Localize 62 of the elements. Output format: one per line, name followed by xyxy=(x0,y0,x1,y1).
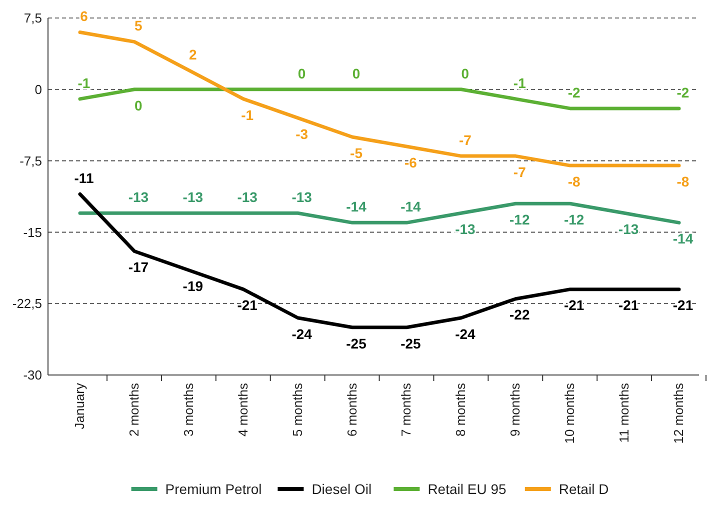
data-label: -21 xyxy=(237,297,258,314)
x-tick-label: 3 months xyxy=(180,382,196,436)
data-label: -1 xyxy=(513,74,526,91)
y-tick-label: -7,5 xyxy=(20,153,42,168)
data-label: -13 xyxy=(292,189,312,206)
data-label: -24 xyxy=(455,326,476,342)
data-label: -1 xyxy=(241,106,254,123)
data-label: -2 xyxy=(568,84,581,100)
y-tick-label: 0 xyxy=(34,82,42,97)
data-label: -5 xyxy=(350,144,363,161)
data-label: -25 xyxy=(346,335,367,352)
data-label: -19 xyxy=(182,278,204,294)
data-label: -13 xyxy=(237,189,258,206)
data-label: -2 xyxy=(676,84,690,100)
data-label: -17 xyxy=(128,259,149,276)
data-label: -21 xyxy=(672,297,694,314)
x-tick-label: 8 months xyxy=(453,382,468,436)
data-label: -7 xyxy=(458,132,472,148)
y-tick-label: -30 xyxy=(23,368,42,383)
data-label: -3 xyxy=(296,126,308,142)
data-label: 6 xyxy=(80,8,88,24)
data-label: -8 xyxy=(568,173,581,190)
data-label: -24 xyxy=(292,326,312,342)
data-label: -12 xyxy=(510,212,530,228)
data-label: -1 xyxy=(78,74,90,91)
data-label: -12 xyxy=(564,212,584,228)
data-label: 0 xyxy=(461,65,470,82)
legend-label: Retail EU 95 xyxy=(428,480,507,497)
legend-label: Retail D xyxy=(558,480,609,497)
x-tick-label: 7 months xyxy=(398,382,414,436)
x-tick-label: January xyxy=(72,382,87,430)
y-tick-label: -15 xyxy=(23,224,42,240)
x-tick-label: 9 months xyxy=(508,382,523,436)
data-label: -13 xyxy=(182,189,204,206)
data-label: -11 xyxy=(74,170,94,186)
y-tick-label: -22,5 xyxy=(12,296,42,312)
data-label: -14 xyxy=(672,230,694,247)
data-label: -13 xyxy=(128,189,149,206)
data-label: -13 xyxy=(618,221,639,238)
data-label: -14 xyxy=(400,198,422,215)
data-label: -25 xyxy=(400,335,422,352)
x-tick-label: 2 months xyxy=(126,382,142,436)
x-tick-label: 10 months xyxy=(562,382,578,444)
legend-label: Premium Petrol xyxy=(165,480,262,497)
data-label: 2 xyxy=(189,46,198,62)
data-label: 0 xyxy=(298,65,306,82)
data-label: -22 xyxy=(510,306,530,323)
x-tick-label: 5 months xyxy=(290,382,305,436)
data-label: -21 xyxy=(618,297,639,314)
data-label: -7 xyxy=(513,164,526,180)
legend-label: Diesel Oil xyxy=(312,480,372,497)
x-tick-label: 6 months xyxy=(344,382,360,436)
x-tick-label: 4 months xyxy=(235,382,250,436)
x-tick-label: 11 months xyxy=(616,382,632,443)
data-label: -14 xyxy=(346,198,367,215)
data-label: 0 xyxy=(352,65,360,82)
data-label: 0 xyxy=(134,97,143,114)
data-label: -13 xyxy=(455,221,476,238)
data-label: -8 xyxy=(676,173,690,190)
data-label: 5 xyxy=(134,18,143,34)
x-tick-label: 12 months xyxy=(671,382,686,444)
y-tick-label: 7,5 xyxy=(24,10,42,26)
